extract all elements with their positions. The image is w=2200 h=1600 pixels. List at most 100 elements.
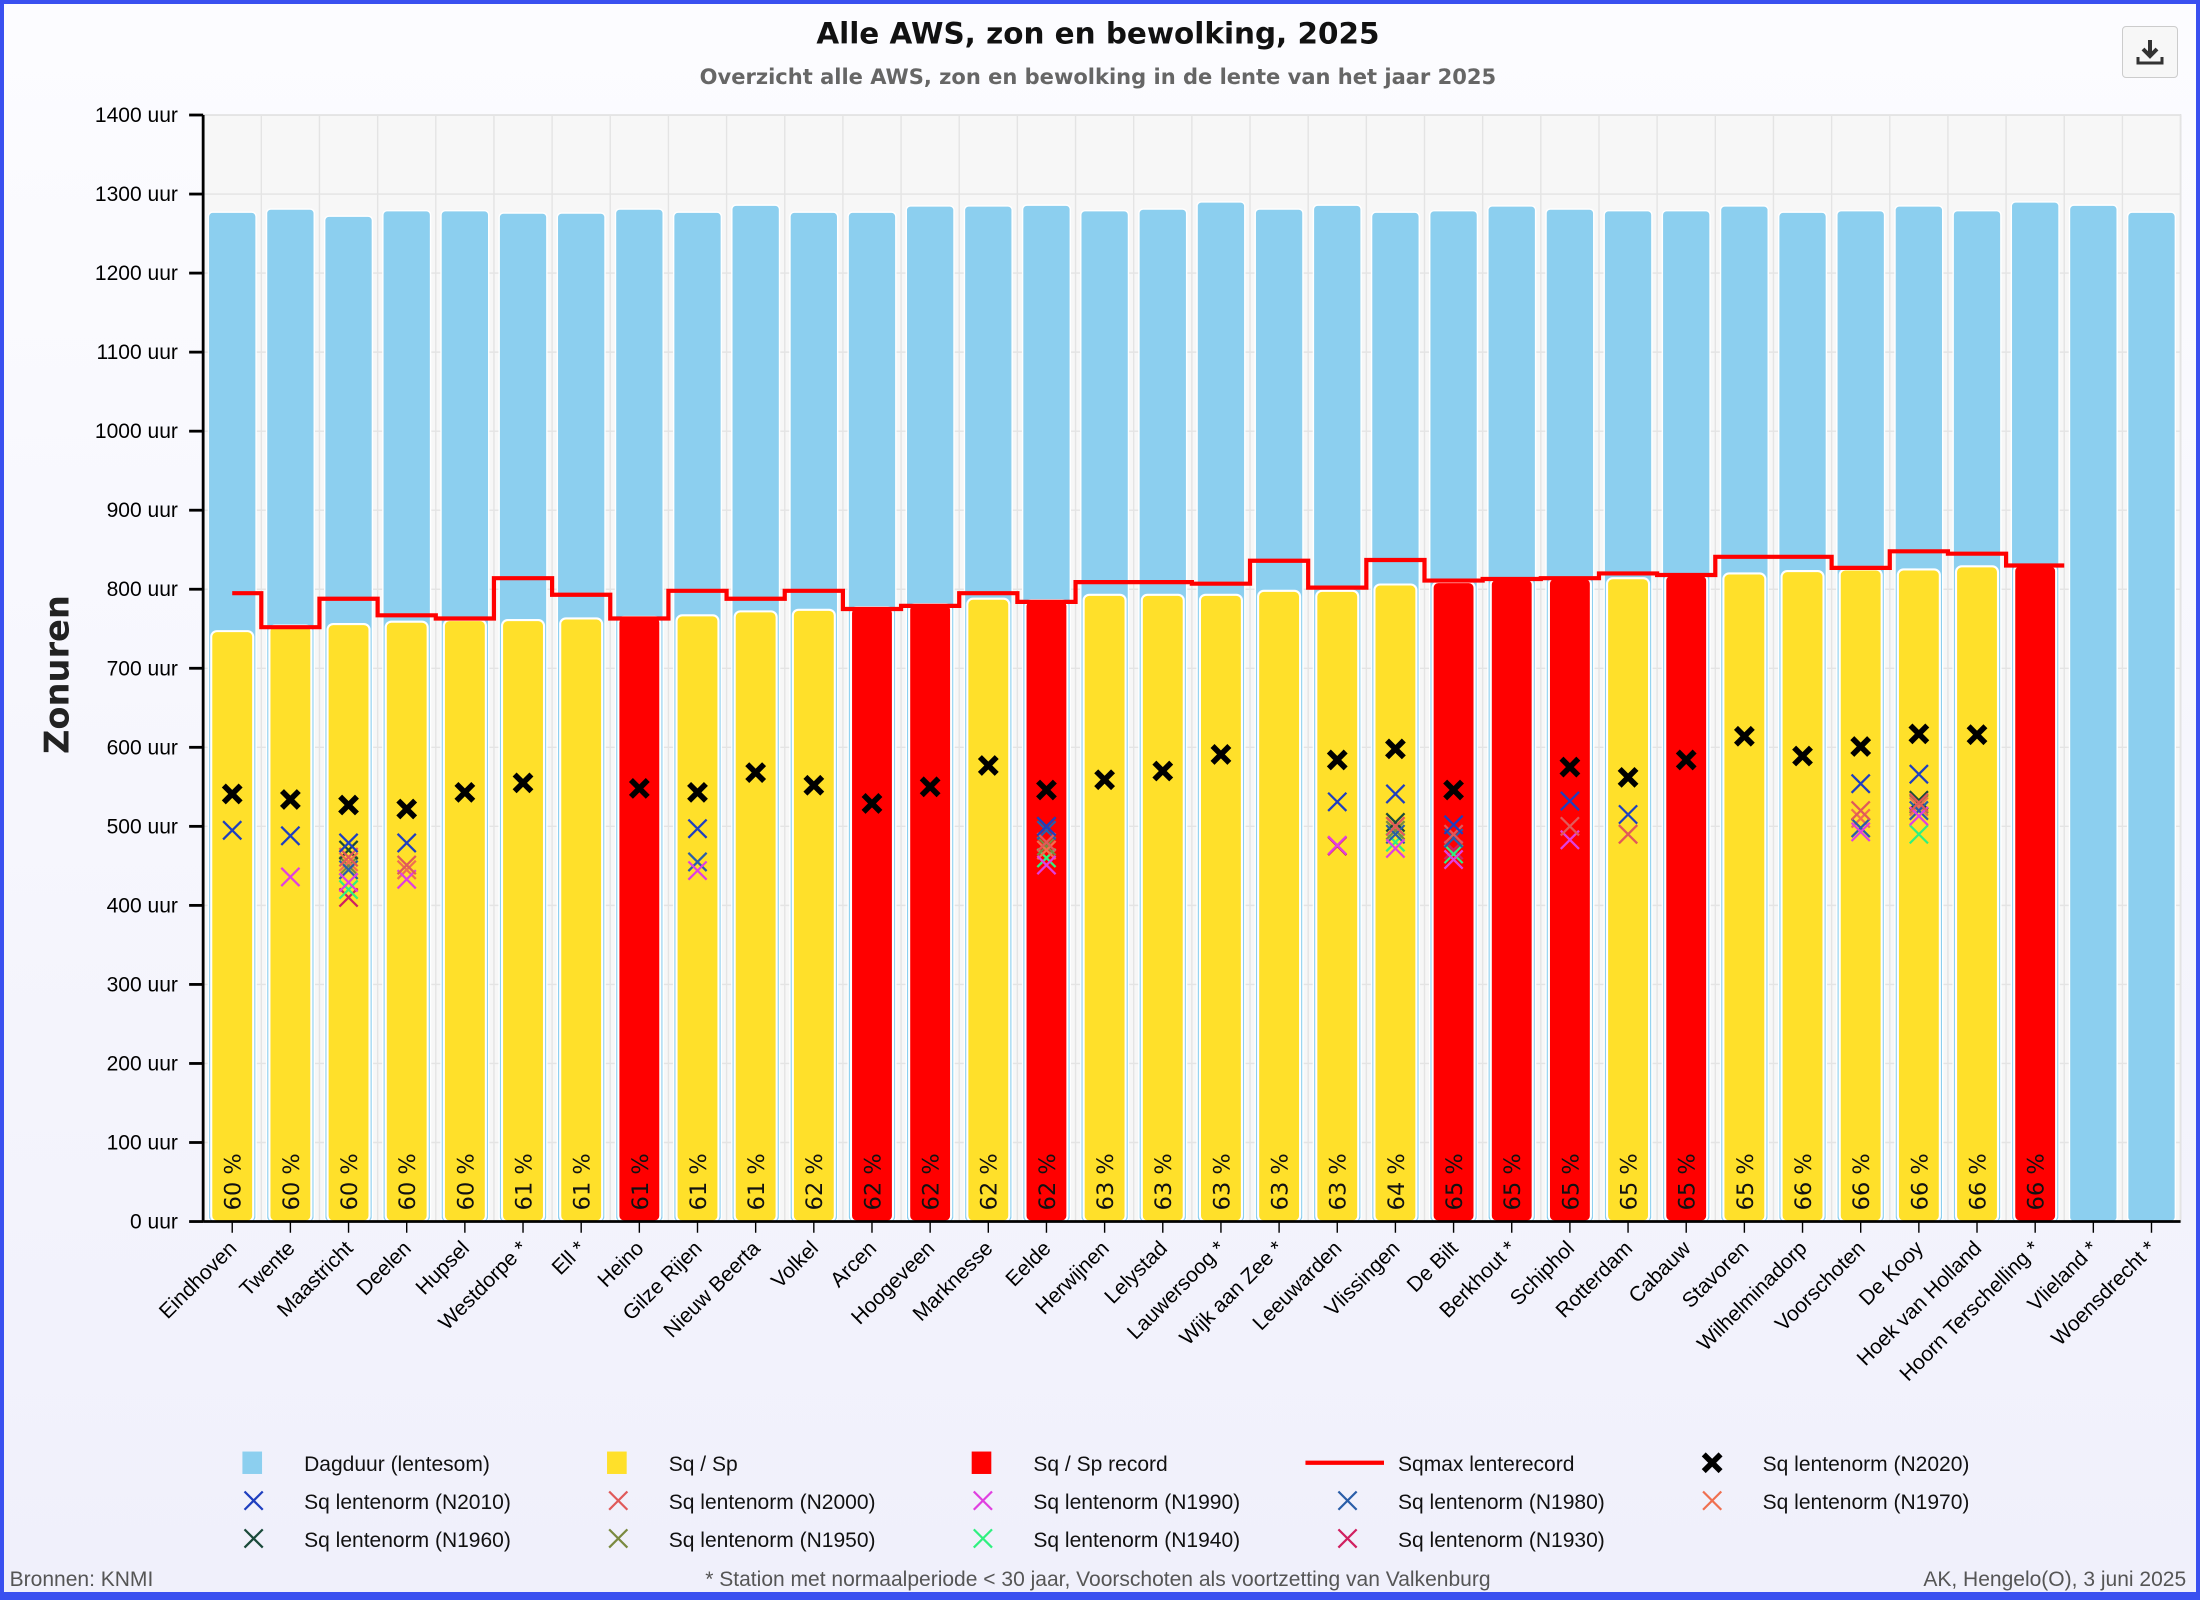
- legend-swatch: [242, 1451, 263, 1474]
- norm-marker: [1385, 838, 1406, 859]
- chart: Alle AWS, zon en bewolking, 2025 Overzich…: [10, 16, 2187, 1591]
- percent-label: 61 %: [628, 1153, 654, 1210]
- bar-dagduur: [2126, 211, 2177, 1223]
- bar-sq: [1140, 593, 1185, 1223]
- download-button[interactable]: [2122, 26, 2178, 78]
- norm-marker: [803, 774, 825, 796]
- legend-label: Sq lentenorm (N2010): [304, 1491, 511, 1514]
- norm-marker: [1152, 760, 1174, 782]
- chart-subtitle: Overzicht alle AWS, zon en bewolking in …: [700, 64, 1496, 89]
- norm-marker: [338, 794, 359, 816]
- norm-marker: [1908, 796, 1929, 817]
- legend-label: Sq lentenorm (N2000): [669, 1491, 876, 1514]
- y-tick-label: 1000 uur: [95, 420, 178, 443]
- norm-marker: [1908, 723, 1930, 745]
- bar-sq: [1257, 589, 1302, 1223]
- norm-marker: [1618, 804, 1638, 825]
- percent-label: 60 %: [279, 1153, 305, 1210]
- y-tick-label: 1200 uur: [95, 262, 178, 285]
- legend-marker: [608, 1490, 629, 1511]
- bar-sq: [500, 619, 546, 1223]
- percent-label: 62 %: [860, 1153, 886, 1210]
- legend-label: Sq lentenorm (N1970): [1763, 1491, 1970, 1514]
- bar-sq: [210, 630, 255, 1223]
- bar-sq-record: [1664, 573, 1709, 1223]
- percent-label: 65 %: [1558, 1153, 1584, 1210]
- norm-marker: [1385, 738, 1406, 760]
- norm-marker: [396, 859, 417, 880]
- percent-label: 60 %: [337, 1153, 363, 1210]
- bar-sq: [326, 622, 371, 1223]
- percent-label: 64 %: [1384, 1153, 1410, 1210]
- percent-label: 66 %: [1965, 1153, 1991, 1210]
- x-tick-label: Arcen: [826, 1237, 881, 1292]
- percent-label: 63 %: [1268, 1153, 1294, 1210]
- bar-sq: [1198, 593, 1243, 1223]
- percent-label: 63 %: [1151, 1153, 1177, 1210]
- norm-marker: [687, 818, 708, 839]
- norm-marker: [628, 778, 650, 799]
- percent-label: 62 %: [802, 1153, 828, 1210]
- norm-marker: [396, 833, 417, 853]
- norm-marker: [338, 855, 359, 876]
- bar-sq: [1082, 593, 1127, 1223]
- norm-marker: [1675, 749, 1697, 771]
- y-tick-label: 500 uur: [107, 815, 178, 838]
- percent-label: 60 %: [221, 1153, 247, 1210]
- bar-sq: [559, 617, 604, 1223]
- norm-marker: [1385, 820, 1406, 841]
- percent-label: 66 %: [2024, 1153, 2050, 1210]
- bar-sq-record: [908, 603, 953, 1223]
- y-axis-label: Zonuren: [38, 595, 77, 754]
- norm-marker: [1908, 792, 1929, 813]
- percent-label: 61 %: [570, 1153, 596, 1210]
- norm-marker: [222, 820, 243, 841]
- x-tick-label: Ell *: [548, 1237, 591, 1280]
- percent-label: 65 %: [1500, 1153, 1526, 1210]
- norm-marker: [338, 879, 359, 900]
- footer-credit: AK, Hengelo(O), 3 juni 2025: [1923, 1568, 2186, 1591]
- norm-marker: [977, 755, 999, 776]
- x-tick-label: Eelde: [1001, 1237, 1055, 1291]
- legend-label: Sq lentenorm (N1950): [669, 1529, 876, 1552]
- norm-marker: [1908, 790, 1929, 811]
- norm-marker: [279, 789, 301, 810]
- norm-marker: [1792, 745, 1813, 767]
- bar-sq: [1315, 589, 1360, 1223]
- percent-label: 66 %: [1907, 1153, 1933, 1210]
- percent-label: 65 %: [1733, 1153, 1759, 1210]
- y-tick-label: 200 uur: [107, 1052, 178, 1075]
- norm-marker: [1850, 773, 1871, 794]
- norm-marker: [280, 867, 301, 887]
- bar-sq: [442, 619, 487, 1223]
- legend-swatch: [607, 1451, 627, 1474]
- percent-label: 61 %: [744, 1153, 770, 1210]
- norm-marker: [1966, 724, 1988, 746]
- norm-marker: [1385, 816, 1406, 837]
- bar-sq: [1780, 570, 1825, 1223]
- norm-marker: [1559, 756, 1581, 778]
- y-tick-label: 800 uur: [107, 578, 178, 601]
- footer-source: Bronnen: KNMI: [10, 1568, 154, 1591]
- norm-marker: [1036, 840, 1057, 860]
- norm-marker: [1326, 749, 1348, 771]
- legend-label: Sq / Sp: [669, 1453, 738, 1476]
- norm-marker: [1443, 849, 1464, 870]
- bar-sq: [384, 620, 429, 1223]
- norm-marker: [1036, 832, 1057, 853]
- legend-label: Sq lentenorm (N1930): [1398, 1529, 1605, 1552]
- norm-marker: [454, 781, 476, 803]
- legend-marker: [972, 1528, 993, 1549]
- x-tick-label: Eindhoven: [155, 1237, 241, 1323]
- legend-marker: [1337, 1490, 1358, 1511]
- legend-label: Sq lentenorm (N1960): [304, 1529, 511, 1552]
- bar-sq-record: [1547, 577, 1592, 1223]
- norm-marker: [687, 781, 708, 803]
- legend-marker: [1702, 1490, 1723, 1511]
- legend-marker: [1701, 1452, 1723, 1474]
- percent-label: 61 %: [686, 1153, 712, 1210]
- x-tick-label: Wijk aan Zee *: [1175, 1237, 1288, 1350]
- legend-label: Sq lentenorm (N1990): [1033, 1491, 1240, 1514]
- percent-label: 65 %: [1616, 1153, 1642, 1210]
- y-tick-label: 100 uur: [107, 1132, 178, 1155]
